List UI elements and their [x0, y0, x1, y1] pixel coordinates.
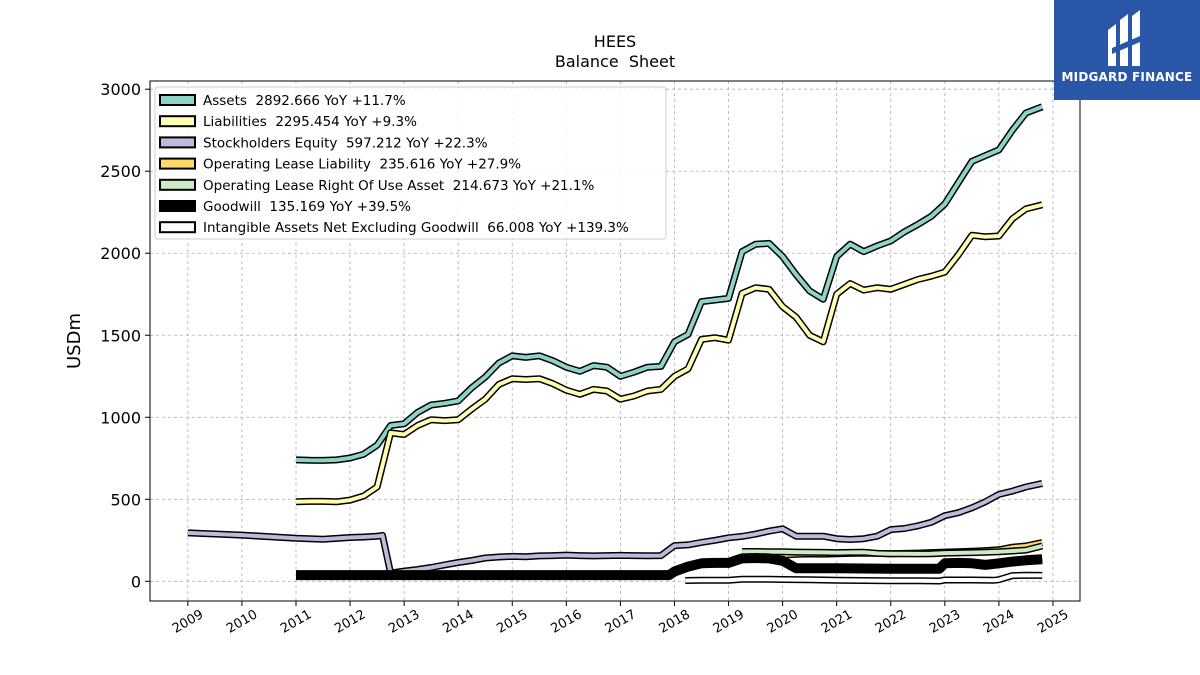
series-intangible-assets-net-excluding-goodwill [685, 571, 1043, 585]
legend-swatch [159, 94, 196, 106]
y-tick-label: 2500 [100, 162, 141, 181]
x-tick-label: 2022 [873, 607, 909, 637]
legend-item: Liabilities 2295.454 YoY +9.3% [159, 114, 417, 130]
x-tick-label: 2020 [765, 607, 801, 637]
series-line [296, 554, 1043, 579]
legend-label: Operating Lease Right Of Use Asset 214.6… [203, 178, 595, 194]
legend-item: Assets 2892.666 YoY +11.7% [159, 93, 406, 109]
legend-swatch [159, 178, 196, 191]
chart-subtitle: Balance Sheet [555, 52, 675, 71]
y-tick-label: 3000 [100, 80, 141, 99]
x-tick-label: 2023 [927, 607, 963, 637]
y-tick-label: 500 [110, 490, 141, 509]
grid-lines [150, 81, 1080, 601]
y-tick-label: 1500 [100, 326, 141, 345]
legend-label: Assets 2892.666 YoY +11.7% [203, 93, 406, 109]
series-liabilities [295, 201, 1044, 506]
series-line [187, 481, 1043, 576]
series-operating-lease-right-of-use-asset [742, 542, 1044, 558]
x-tick-label: 2012 [332, 607, 368, 637]
legend-swatch [159, 115, 196, 128]
x-tick-label: 2016 [549, 607, 585, 637]
series-stockholders-equity [187, 479, 1043, 577]
x-tick-label: 2010 [224, 607, 260, 637]
x-tick-label: 2011 [278, 607, 314, 637]
x-tick-label: 2018 [657, 607, 693, 637]
legend-label: Intangible Assets Net Excluding Goodwill… [203, 220, 629, 236]
x-tick-label: 2009 [170, 607, 206, 637]
x-tick-label: 2025 [1035, 607, 1071, 637]
plot-frame [149, 80, 1081, 602]
legend-item: Stockholders Equity 597.212 YoY +22.3% [159, 135, 488, 151]
x-tick-label: 2014 [440, 607, 476, 637]
legend-label: Liabilities 2295.454 YoY +9.3% [203, 114, 417, 130]
legend-swatch [159, 221, 196, 234]
y-tick-label: 1000 [100, 408, 141, 427]
legend-item: Intangible Assets Net Excluding Goodwill… [159, 220, 629, 236]
series-line [685, 573, 1043, 583]
brand-logo: MIDGARD FINANCE [1054, 0, 1200, 100]
x-tick-label: 2013 [386, 607, 422, 637]
legend-swatch [159, 200, 196, 212]
series-layer [187, 103, 1044, 585]
series-assets [295, 103, 1044, 464]
series-line [295, 104, 1043, 463]
legend-item: Operating Lease Right Of Use Asset 214.6… [159, 178, 595, 194]
legend-swatch [159, 136, 196, 149]
x-tick-label: 2017 [603, 607, 639, 637]
brand-name: MIDGARD FINANCE [1061, 70, 1193, 84]
y-tick-label: 0 [131, 572, 141, 591]
legend-label: Operating Lease Liability 235.616 YoY +2… [203, 157, 521, 173]
y-tick-label: 2000 [100, 244, 141, 263]
x-tick-label: 2024 [981, 607, 1017, 637]
legend: Assets 2892.666 YoY +11.7% Liabilities 22… [154, 86, 667, 240]
legend-item: Operating Lease Liability 235.616 YoY +2… [159, 157, 521, 173]
y-axis-label: USDm [64, 313, 85, 369]
legend-label: Stockholders Equity 597.212 YoY +22.3% [203, 135, 488, 151]
legend-item: Goodwill 135.169 YoY +39.5% [159, 199, 411, 215]
series-line [295, 202, 1043, 504]
legend-label: Goodwill 135.169 YoY +39.5% [203, 199, 411, 215]
legend-swatch [159, 157, 196, 170]
x-tick-label: 2021 [819, 607, 855, 637]
series-line [742, 544, 1043, 556]
x-tick-label: 2019 [711, 607, 747, 637]
series-goodwill [296, 553, 1043, 581]
chart-title: HEES [594, 32, 636, 51]
legend-box [154, 86, 667, 240]
x-tick-label: 2015 [494, 607, 530, 637]
midgard-logo-icon [1108, 10, 1140, 66]
